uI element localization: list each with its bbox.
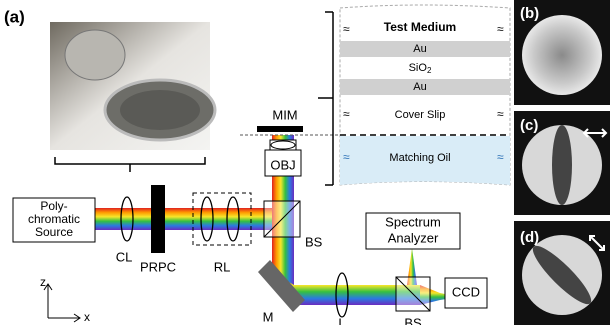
rl-label: RL [214, 259, 231, 274]
panel-label: (a) [4, 7, 25, 26]
source-label: chromatic [28, 212, 80, 226]
break-mark: ≈ [343, 22, 350, 36]
photo [50, 22, 215, 150]
panel-label: (b) [520, 5, 539, 22]
source-label: Poly- [40, 199, 67, 213]
stack-bracket [318, 12, 333, 185]
spectrum-label: Analyzer [388, 230, 439, 245]
spectrum-label: Spectrum [385, 214, 441, 229]
panel-label: (c) [520, 117, 538, 134]
source-label: Source [35, 225, 73, 239]
photo-bracket [55, 157, 205, 172]
layer-label: Test Medium [384, 20, 456, 34]
bs2-label: BS [404, 315, 422, 325]
break-mark: ≈ [343, 150, 350, 164]
break-mark: ≈ [497, 22, 504, 36]
axes-icon [44, 284, 80, 322]
obj-label: OBJ [270, 157, 295, 172]
bs1-label: BS [305, 234, 323, 249]
beam [95, 208, 280, 230]
axis-x: x [84, 310, 90, 324]
prpc [151, 185, 165, 253]
mim-sample [257, 126, 303, 132]
cl-label: CL [116, 249, 133, 264]
layer-label: Cover Slip [395, 109, 446, 121]
break-mark: ≈ [497, 107, 504, 121]
break-mark: ≈ [497, 150, 504, 164]
layer-label: Au [413, 43, 426, 55]
axis-z: z [40, 275, 46, 289]
layer-label: Au [413, 81, 426, 93]
prpc-label: PRPC [140, 259, 176, 274]
layer-label: Matching Oil [389, 152, 450, 164]
break-mark: ≈ [343, 107, 350, 121]
mirror-label: M [263, 309, 274, 324]
mim-label: MIM [272, 107, 297, 122]
lens2-label: L [338, 315, 345, 325]
figure: (a) Poly- chromatic Source CL PRPC RL BS… [0, 0, 610, 325]
objective [271, 141, 295, 149]
ccd-label: CCD [452, 284, 480, 299]
panel-label: (d) [520, 229, 539, 246]
